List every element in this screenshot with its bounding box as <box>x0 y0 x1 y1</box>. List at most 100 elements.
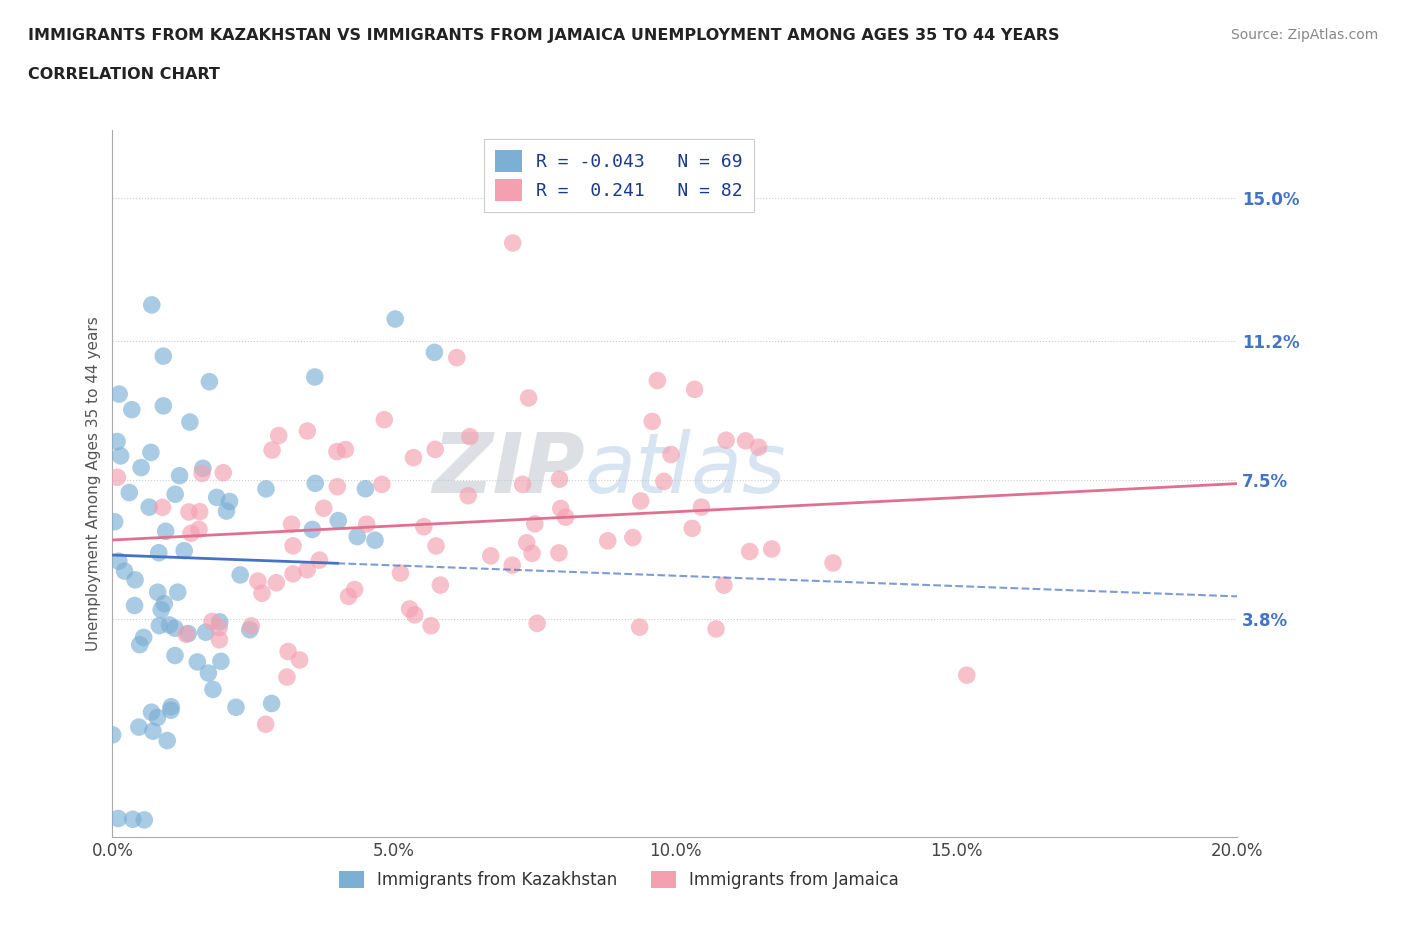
Point <box>239 622 262 637</box>
Text: atlas: atlas <box>585 429 786 510</box>
Point <box>121 402 143 417</box>
Point <box>121 812 143 827</box>
Point <box>101 727 124 742</box>
Point <box>108 387 131 402</box>
Point <box>502 235 524 250</box>
Point <box>821 555 844 570</box>
Point <box>288 653 311 668</box>
Point <box>229 567 252 582</box>
Point <box>148 618 170 633</box>
Point <box>250 586 273 601</box>
Point <box>246 574 269 589</box>
Point <box>114 564 136 578</box>
Point <box>180 525 202 540</box>
Point <box>404 607 426 622</box>
Point <box>628 619 651 634</box>
Point <box>389 565 412 580</box>
Point <box>479 549 502 564</box>
Point <box>198 374 221 389</box>
Point <box>107 553 129 568</box>
Point <box>160 703 183 718</box>
Point <box>734 433 756 448</box>
Point <box>523 516 546 531</box>
Point <box>301 522 323 537</box>
Point <box>761 541 783 556</box>
Point <box>501 558 523 573</box>
Point <box>118 485 141 500</box>
Point <box>205 490 228 505</box>
Point <box>425 538 447 553</box>
Point <box>155 524 177 538</box>
Point <box>281 538 304 553</box>
Point <box>748 440 770 455</box>
Point <box>681 521 703 536</box>
Point <box>177 626 200 641</box>
Point <box>346 529 368 544</box>
Point <box>110 448 132 463</box>
Point <box>621 530 644 545</box>
Point <box>141 705 163 720</box>
Point <box>297 423 319 438</box>
Point <box>153 596 176 611</box>
Point <box>146 711 169 725</box>
Point <box>225 699 247 714</box>
Point <box>554 510 576 525</box>
Point <box>141 298 163 312</box>
Point <box>132 630 155 644</box>
Point <box>280 517 302 532</box>
Point <box>652 474 675 489</box>
Point <box>134 813 156 828</box>
Point <box>197 666 219 681</box>
Point <box>516 536 538 551</box>
Point <box>201 682 224 697</box>
Point <box>517 391 540 405</box>
Point <box>457 488 479 503</box>
Point <box>548 472 571 486</box>
Point <box>139 445 162 459</box>
Point <box>402 450 425 465</box>
Point <box>177 505 200 520</box>
Point <box>277 644 299 659</box>
Y-axis label: Unemployment Among Ages 35 to 44 years: Unemployment Among Ages 35 to 44 years <box>86 316 101 651</box>
Point <box>328 513 350 528</box>
Point <box>128 637 150 652</box>
Point <box>152 398 174 413</box>
Point <box>630 494 652 509</box>
Point <box>105 434 128 449</box>
Point <box>704 621 727 636</box>
Point <box>335 442 357 457</box>
Point <box>209 654 232 669</box>
Point <box>138 499 160 514</box>
Point <box>215 504 238 519</box>
Point <box>163 648 186 663</box>
Point <box>163 620 186 635</box>
Point <box>104 514 127 529</box>
Point <box>308 552 330 567</box>
Text: IMMIGRANTS FROM KAZAKHSTAN VS IMMIGRANTS FROM JAMAICA UNEMPLOYMENT AMONG AGES 35: IMMIGRANTS FROM KAZAKHSTAN VS IMMIGRANTS… <box>28 28 1060 43</box>
Point <box>169 468 191 483</box>
Point <box>398 602 420 617</box>
Point <box>690 499 713 514</box>
Point <box>659 447 682 462</box>
Point <box>173 543 195 558</box>
Point <box>157 618 180 632</box>
Point <box>240 618 263 633</box>
Point <box>384 312 406 326</box>
Point <box>641 414 664 429</box>
Point <box>201 614 224 629</box>
Point <box>520 546 543 561</box>
Point <box>738 544 761 559</box>
Point <box>254 717 277 732</box>
Point <box>343 582 366 597</box>
Point <box>304 476 326 491</box>
Point <box>429 578 451 592</box>
Point <box>212 465 235 480</box>
Point <box>208 632 231 647</box>
Point <box>191 466 214 481</box>
Point <box>458 430 481 445</box>
Point <box>412 519 434 534</box>
Point <box>304 369 326 384</box>
Point <box>179 415 201 430</box>
Point <box>364 533 387 548</box>
Point <box>326 445 349 459</box>
